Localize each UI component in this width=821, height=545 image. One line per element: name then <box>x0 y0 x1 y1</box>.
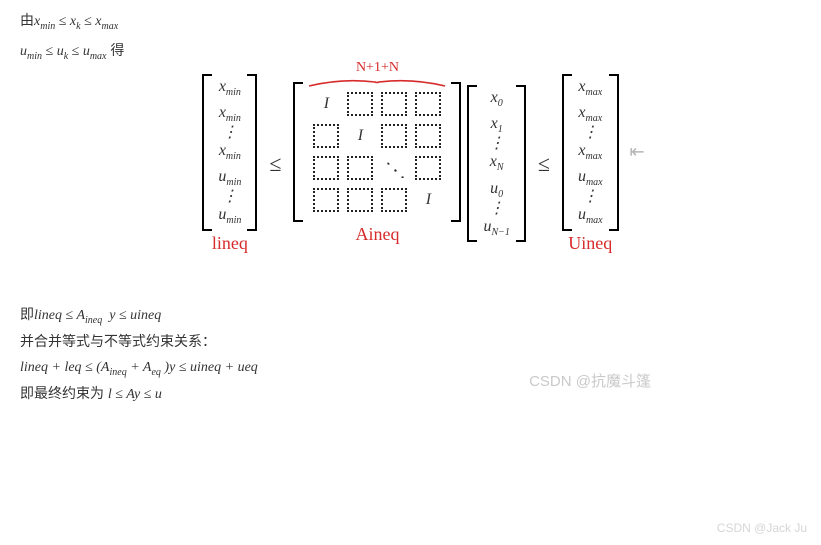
sub-max: max <box>90 51 107 62</box>
var-u: u <box>20 44 27 59</box>
matrix-cell-zero <box>413 122 443 150</box>
vdots-icon: ⋮ <box>222 130 238 136</box>
vec-entry: xmin <box>219 78 241 98</box>
state-vector: x0 x1 ⋮ xN u0 ⋮ uN−1 <box>477 85 515 242</box>
matrix-cell-I: I <box>413 186 443 214</box>
cn-text: 即 <box>20 306 34 322</box>
sub-min: min <box>27 51 42 62</box>
lineq-vector: xmin xmin ⋮ xmin umin ⋮ umin <box>212 74 247 231</box>
matrix-cell-zero <box>345 90 375 118</box>
brace-icon <box>307 76 447 88</box>
le: ≤ <box>68 44 83 59</box>
matrix-cell-zero <box>311 154 341 182</box>
derivation-line-2: 并合并等式与不等式约束关系： <box>20 329 801 354</box>
brace-label: N+1+N <box>356 60 399 75</box>
le-symbol: ≤ <box>263 151 287 177</box>
matrix-cell-ddots <box>379 154 409 182</box>
vec-entry: x0 <box>491 89 503 109</box>
var-u: u <box>83 44 90 59</box>
matrix-cell-zero <box>345 186 375 214</box>
sub-min: min <box>40 21 55 32</box>
matrix-cell-I: I <box>311 90 341 118</box>
vec-entry: u0 <box>490 180 503 200</box>
matrix-cell-zero <box>413 154 443 182</box>
vec-entry: xmax <box>578 78 602 98</box>
watermark-text: CSDN @抗魔斗篷 <box>529 370 651 391</box>
vec-entry: umax <box>578 206 603 226</box>
vdots-icon: ⋮ <box>582 130 598 136</box>
aineq-annotation: Aineq <box>355 224 399 245</box>
matrix-cell-zero <box>311 122 341 150</box>
aineq-column: N+1+N I I <box>293 82 461 245</box>
constraint-line-1: 由xmin ≤ xk ≤ xmax <box>20 10 801 34</box>
le: ≤ <box>42 44 57 59</box>
le-symbol: ≤ <box>532 151 556 177</box>
vec-entry: xmax <box>578 142 602 162</box>
brace-annotation: N+1+N <box>307 60 447 88</box>
matrix-cell-zero <box>413 90 443 118</box>
aineq-matrix: I I I <box>303 82 451 222</box>
vdots-icon: ⋮ <box>222 194 238 200</box>
matrix-cell-zero <box>379 122 409 150</box>
matrix-cell-zero <box>379 186 409 214</box>
derivation-line-1: 即lineq ≤ Aineq y ≤ uineq <box>20 302 801 330</box>
cursor-arrow-icon: ⇤ <box>630 142 645 163</box>
uineq-annotation: Uineq <box>568 233 612 254</box>
vdots-icon: ⋮ <box>489 141 505 147</box>
matrix-inequality-row: xmin xmin ⋮ xmin umin ⋮ umin lineq ≤ N+1… <box>20 74 801 254</box>
vec-entry: x1 <box>491 115 503 135</box>
watermark-text-2: CSDN @Jack Ju <box>717 521 807 535</box>
lineq-column: xmin xmin ⋮ xmin umin ⋮ umin lineq <box>202 74 257 254</box>
cn-text: 即最终约束为 <box>20 385 108 401</box>
cn-suffix: 得 <box>107 42 125 58</box>
lineq-annotation: lineq <box>212 233 248 254</box>
vec-entry: umax <box>578 168 603 188</box>
uineq-vector: xmax xmax ⋮ xmax umax ⋮ umax <box>572 74 609 231</box>
sub-max: max <box>101 21 118 32</box>
vdots-icon: ⋮ <box>582 194 598 200</box>
vdots-icon: ⋮ <box>489 206 505 212</box>
vec-entry: xmax <box>578 104 602 124</box>
var-uk: u <box>57 44 64 59</box>
uineq-column: xmax xmax ⋮ xmax umax ⋮ umax ⇤ Uineq <box>562 74 619 254</box>
matrix-cell-zero <box>379 90 409 118</box>
vec-entry: xmin <box>219 142 241 162</box>
le: ≤ <box>55 14 70 29</box>
matrix-cell-zero <box>311 186 341 214</box>
matrix-cell-zero <box>345 154 375 182</box>
derivation-block: 即lineq ≤ Aineq y ≤ uineq 并合并等式与不等式约束关系： … <box>20 302 801 408</box>
le: ≤ <box>81 14 96 29</box>
state-vector-column: x0 x1 ⋮ xN u0 ⋮ uN−1 <box>467 85 525 242</box>
vec-entry: umin <box>218 168 241 188</box>
cn-prefix: 由 <box>20 12 34 28</box>
derivation-line-3: lineq + leq ≤ (Aineq + Aeq )y ≤ uineq + … <box>20 355 801 382</box>
vec-entry: umin <box>218 206 241 226</box>
vec-entry: xN <box>490 153 504 173</box>
vec-entry: xmin <box>219 104 241 124</box>
vec-entry: uN−1 <box>483 218 509 238</box>
matrix-cell-I: I <box>345 122 375 150</box>
derivation-line-4: 即最终约束为 l ≤ Ay ≤ u <box>20 381 801 407</box>
